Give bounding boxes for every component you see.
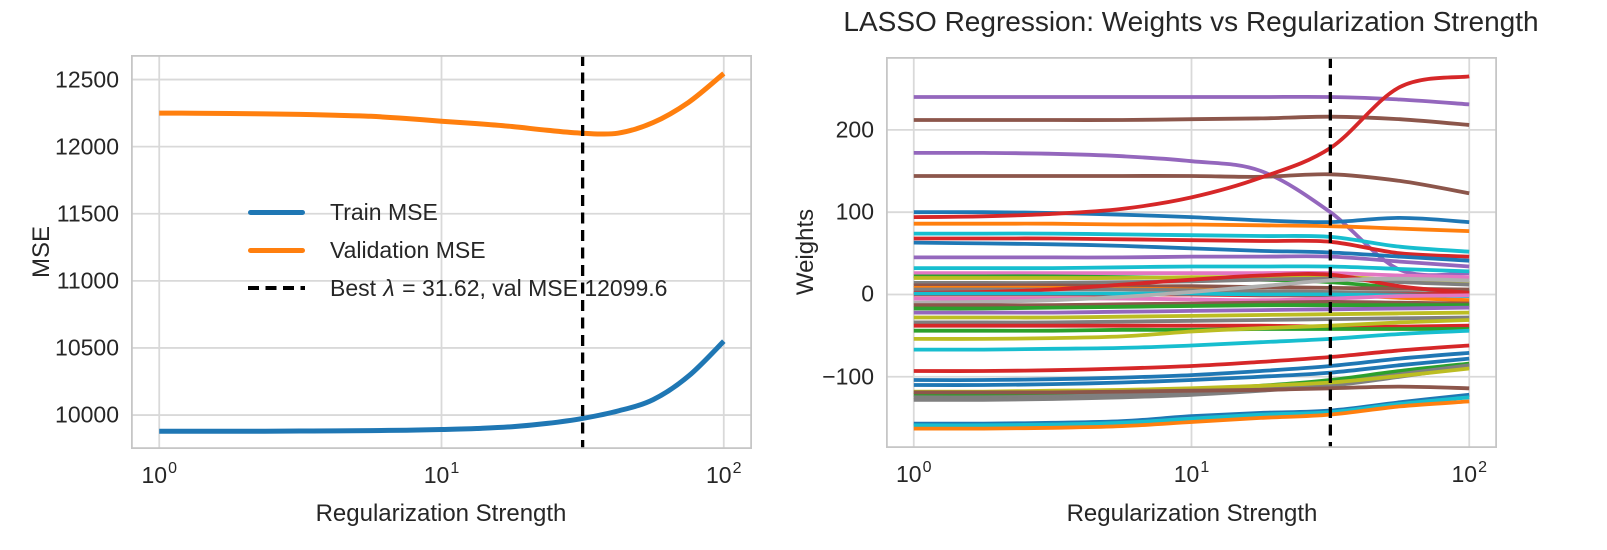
mse-xlabel: Regularization Strength [315, 500, 567, 527]
best-lambda-dashed-swatch [248, 286, 305, 290]
y-tick-label: 12500 [55, 66, 119, 93]
series-line-w10 [913, 240, 1470, 263]
series-line-w01 [913, 94, 1470, 107]
series-line-w02 [913, 114, 1470, 127]
series-line-w07 [913, 221, 1470, 233]
series-line-w23 [913, 293, 1470, 303]
weights-chart-title: LASSO Regression: Weights vs Regularizat… [843, 6, 1539, 37]
validation-mse-line-swatch [248, 247, 305, 253]
weights-ylabel: Weights [792, 208, 819, 296]
mse-plot-svg [131, 55, 752, 449]
series-line-w33 [913, 328, 1470, 352]
series-line-w26 [913, 303, 1470, 311]
x-tick-label: 101 [423, 460, 460, 488]
series-line-Train MSE [159, 339, 726, 434]
series-line-w20 [913, 272, 1470, 295]
legend-label-validation: Validation MSE [330, 236, 486, 263]
weights-plot-svg [886, 57, 1497, 448]
series-line-w27 [913, 305, 1470, 315]
y-tick-label: 200 [835, 116, 874, 143]
x-tick-label: 102 [706, 460, 742, 488]
series-line-w17 [913, 283, 1470, 292]
series-line-w44 [913, 399, 1470, 431]
legend-label-train: Train MSE [330, 198, 438, 225]
series-line-w11 [913, 254, 1470, 269]
x-tick-label: 101 [1173, 459, 1210, 487]
mse-ylabel: MSE [28, 225, 55, 279]
weights-xlabel: Regularization Strength [1066, 500, 1318, 527]
axes-spine [886, 57, 1497, 448]
y-tick-label: 12000 [55, 133, 119, 160]
y-tick-label: 100 [835, 198, 874, 225]
y-tick-label: 11000 [56, 267, 119, 294]
y-tick-label: 10500 [55, 334, 119, 361]
series-line-w43 [913, 395, 1470, 428]
series-line-w12 [913, 264, 1470, 274]
series-line-w25 [913, 300, 1470, 308]
y-tick-label: 0 [861, 280, 874, 307]
series-line-w13 [913, 271, 1470, 280]
series-line-w05 [913, 210, 1470, 225]
series-line-w41 [913, 384, 1470, 395]
y-tick-label: 10000 [55, 401, 119, 428]
series-line-w32 [913, 318, 1470, 341]
legend-entry-train: Train MSE [248, 193, 667, 231]
series-line-w35 [913, 351, 1470, 382]
series-line-w28 [913, 310, 1470, 320]
series-line-w08 [913, 231, 1470, 254]
axes-spine [131, 55, 752, 449]
y-tick-label: 11500 [56, 200, 119, 227]
legend-entry-best-lambda: Best λ = 31.62, val MSE 12099.6 [248, 269, 667, 307]
series-line-w06 [913, 74, 1470, 219]
series-line-w09 [913, 236, 1470, 259]
x-tick-label: 100 [141, 460, 177, 488]
series-line-w30 [913, 323, 1470, 329]
legend: Train MSE Validation MSE Best λ = 31.62,… [248, 193, 667, 307]
legend-label-best-lambda: Best λ = 31.62, val MSE 12099.6 [330, 274, 668, 301]
series-line-w29 [913, 315, 1470, 325]
series-line-w24 [913, 276, 1470, 305]
mse-axes [131, 55, 752, 449]
series-line-w04 [913, 172, 1470, 196]
train-mse-line-swatch [248, 209, 305, 215]
y-tick-label: −100 [822, 363, 874, 390]
series-line-Validation MSE [159, 71, 726, 137]
legend-entry-validation: Validation MSE [248, 231, 667, 269]
x-tick-label: 102 [1451, 459, 1487, 487]
x-tick-label: 100 [896, 459, 932, 487]
series-line-w34 [913, 343, 1470, 373]
series-line-w36 [913, 356, 1470, 387]
weights-axes [886, 57, 1497, 448]
